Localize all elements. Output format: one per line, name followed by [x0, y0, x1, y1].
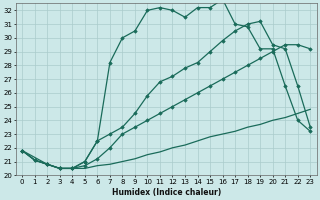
X-axis label: Humidex (Indice chaleur): Humidex (Indice chaleur) [112, 188, 221, 197]
